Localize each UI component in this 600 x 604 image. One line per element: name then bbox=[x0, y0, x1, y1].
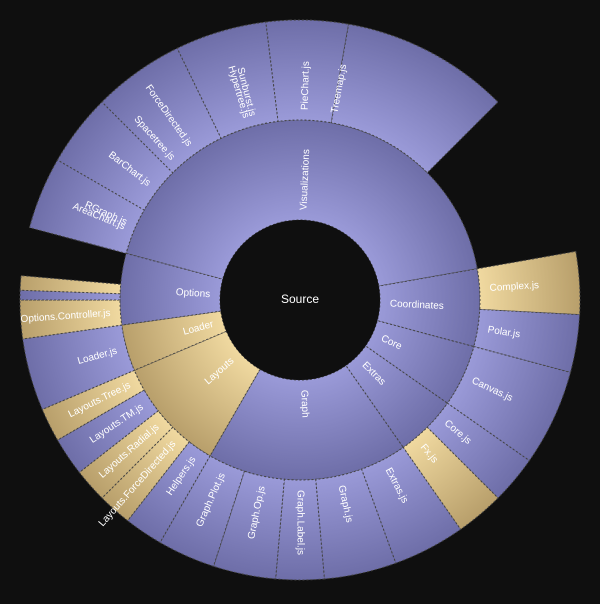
ring1-label-7: Options bbox=[175, 287, 210, 300]
ring1-label-1: Coordinates bbox=[390, 299, 444, 312]
ring1-label-4: Graph bbox=[298, 390, 310, 418]
sunburst-chart: VisualizationsCoordinatesCoreExtrasGraph… bbox=[0, 0, 600, 604]
ring2-label-28: PieChart.js bbox=[300, 61, 312, 110]
ring2-label-12: Graph.Label.js bbox=[294, 490, 305, 555]
center-label: Source bbox=[281, 292, 319, 306]
